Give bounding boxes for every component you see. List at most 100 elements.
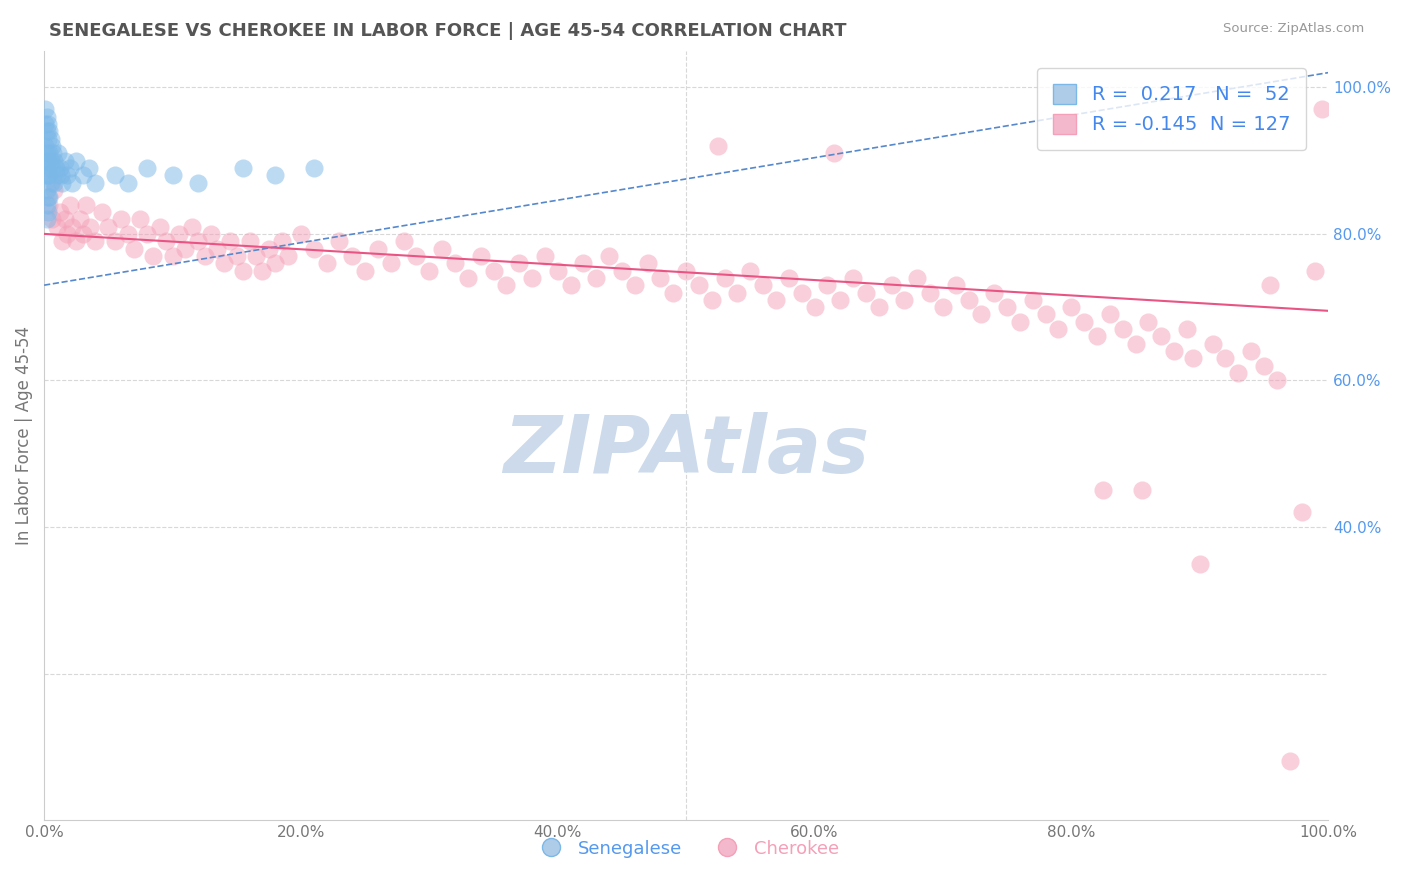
Point [1060, 300, 1083, 314]
Point [219, 234, 242, 248]
Point [1098, 308, 1121, 322]
Point [1215, 351, 1237, 366]
Point [60, 219, 83, 234]
Point [1073, 315, 1095, 329]
Point [1092, 483, 1115, 498]
Point [77, 161, 100, 175]
Point [392, 234, 415, 248]
Point [1035, 308, 1057, 322]
Point [35, 161, 58, 175]
Point [238, 234, 260, 248]
Point [380, 256, 402, 270]
Point [457, 270, 479, 285]
Point [920, 285, 942, 300]
Point [598, 249, 620, 263]
Point [623, 278, 645, 293]
Point [727, 285, 749, 300]
Point [44, 183, 66, 197]
Point [37, 205, 59, 219]
Point [752, 278, 775, 293]
Point [42, 146, 65, 161]
Point [34, 139, 56, 153]
Point [495, 278, 517, 293]
Point [880, 278, 903, 293]
Point [39, 131, 62, 145]
Point [207, 242, 229, 256]
Point [84, 176, 107, 190]
Point [44, 153, 66, 168]
Point [104, 168, 127, 182]
Point [547, 263, 569, 277]
Point [84, 234, 107, 248]
Point [1201, 336, 1223, 351]
Point [1163, 344, 1185, 359]
Point [970, 308, 993, 322]
Point [520, 270, 543, 285]
Point [1130, 483, 1153, 498]
Text: SENEGALESE VS CHEROKEE IN LABOR FORCE | AGE 45-54 CORRELATION CHART: SENEGALESE VS CHEROKEE IN LABOR FORCE | … [49, 22, 846, 40]
Point [37, 190, 59, 204]
Point [38, 168, 60, 182]
Point [675, 263, 697, 277]
Point [713, 270, 735, 285]
Point [35, 183, 58, 197]
Point [39, 153, 62, 168]
Point [162, 168, 184, 182]
Point [51, 234, 73, 248]
Point [149, 219, 172, 234]
Point [983, 285, 1005, 300]
Point [72, 168, 94, 182]
Point [855, 285, 877, 300]
Point [1240, 344, 1263, 359]
Point [59, 197, 82, 211]
Point [34, 117, 56, 131]
Point [51, 176, 73, 190]
Point [232, 161, 254, 175]
Point [38, 146, 60, 161]
Point [264, 256, 287, 270]
Point [46, 146, 69, 161]
Point [405, 249, 427, 263]
Point [56, 227, 79, 241]
Point [187, 234, 209, 248]
Point [1291, 505, 1313, 519]
Point [1008, 315, 1031, 329]
Point [38, 197, 60, 211]
Point [53, 212, 76, 227]
Point [97, 219, 120, 234]
Point [1303, 263, 1326, 277]
Point [688, 278, 710, 293]
Point [1227, 366, 1250, 380]
Point [122, 242, 145, 256]
Point [1175, 322, 1198, 336]
Point [35, 146, 58, 161]
Point [823, 146, 845, 161]
Point [155, 234, 177, 248]
Point [37, 168, 59, 182]
Point [534, 249, 557, 263]
Point [662, 285, 685, 300]
Point [129, 212, 152, 227]
Point [868, 300, 890, 314]
Point [252, 263, 274, 277]
Point [117, 227, 139, 241]
Point [39, 176, 62, 190]
Point [46, 219, 69, 234]
Point [135, 161, 157, 175]
Point [34, 153, 56, 168]
Point [610, 263, 633, 277]
Point [1150, 329, 1173, 343]
Point [60, 176, 83, 190]
Point [560, 278, 582, 293]
Point [59, 161, 82, 175]
Point [46, 168, 69, 182]
Point [1260, 278, 1282, 293]
Point [707, 139, 730, 153]
Point [167, 227, 190, 241]
Point [104, 234, 127, 248]
Point [803, 300, 825, 314]
Point [79, 219, 101, 234]
Point [35, 212, 58, 227]
Text: ZIPAtlas: ZIPAtlas [503, 412, 869, 490]
Point [945, 278, 967, 293]
